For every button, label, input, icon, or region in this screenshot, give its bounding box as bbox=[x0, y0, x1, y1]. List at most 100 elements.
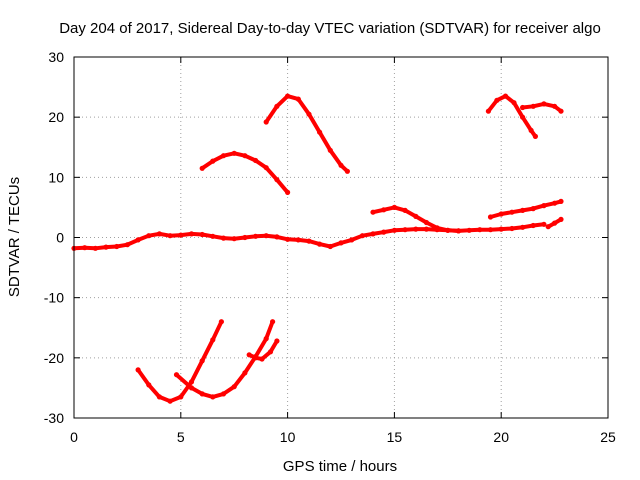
data-point bbox=[306, 238, 312, 244]
data-point bbox=[530, 206, 536, 212]
data-point bbox=[231, 384, 237, 390]
data-point bbox=[541, 203, 547, 209]
data-point bbox=[349, 237, 355, 243]
data-point bbox=[306, 111, 312, 117]
data-point bbox=[317, 241, 323, 247]
data-point bbox=[295, 96, 301, 102]
data-point bbox=[327, 243, 333, 250]
y-tick-label: 30 bbox=[48, 49, 64, 65]
data-point bbox=[530, 103, 536, 109]
data-point bbox=[156, 231, 162, 237]
data-point bbox=[558, 216, 564, 222]
y-tick-label: 20 bbox=[48, 109, 64, 125]
data-point bbox=[173, 372, 180, 378]
axis-ticks: 0 5 10 15 20 25 -30 -20 -10 0 10 20 30 bbox=[44, 49, 616, 445]
data-point bbox=[528, 127, 534, 133]
data-point bbox=[413, 226, 419, 232]
data-point bbox=[344, 168, 350, 174]
data-point bbox=[359, 233, 365, 239]
data-point bbox=[103, 244, 109, 250]
data-point bbox=[210, 394, 216, 400]
data-point bbox=[188, 385, 195, 391]
series-hook-8h bbox=[246, 338, 280, 362]
data-point bbox=[466, 227, 472, 233]
data-point bbox=[156, 394, 162, 400]
data-point bbox=[178, 394, 184, 400]
data-point bbox=[402, 207, 408, 213]
data-point bbox=[92, 245, 98, 251]
y-tick-label: -30 bbox=[44, 410, 64, 426]
data-point bbox=[455, 228, 462, 234]
data-point bbox=[498, 211, 504, 217]
data-point bbox=[520, 114, 526, 120]
x-tick-label: 5 bbox=[177, 429, 185, 445]
x-tick-label: 20 bbox=[493, 429, 509, 445]
data-point bbox=[199, 358, 205, 364]
series-plateau-22h bbox=[520, 101, 564, 114]
data-point bbox=[445, 227, 451, 233]
data-point bbox=[274, 338, 280, 344]
data-point bbox=[485, 108, 491, 114]
data-point bbox=[242, 234, 248, 241]
data-point bbox=[199, 231, 205, 238]
data-point bbox=[532, 133, 539, 139]
data-point bbox=[511, 100, 517, 106]
data-point bbox=[188, 231, 195, 237]
data-point bbox=[82, 245, 88, 251]
data-point bbox=[220, 153, 227, 159]
chart-title: Day 204 of 2017, Sidereal Day-to-day VTE… bbox=[59, 20, 601, 37]
data-point bbox=[199, 165, 205, 171]
data-point bbox=[423, 226, 429, 232]
series-bump-15h bbox=[370, 204, 462, 234]
data-point bbox=[167, 233, 173, 239]
data-point bbox=[167, 398, 173, 404]
x-tick-label: 10 bbox=[280, 429, 296, 445]
data-point bbox=[370, 209, 376, 215]
series-baseline bbox=[71, 221, 547, 251]
data-point bbox=[253, 233, 259, 239]
data-point bbox=[370, 231, 376, 237]
series-short-22h bbox=[545, 216, 564, 230]
data-point bbox=[274, 103, 280, 109]
series-arc-peak-20h bbox=[485, 93, 539, 139]
data-point bbox=[381, 229, 387, 235]
data-point bbox=[210, 158, 216, 164]
data-point bbox=[552, 200, 558, 206]
series-line bbox=[136, 319, 224, 404]
data-point bbox=[274, 234, 280, 240]
data-point bbox=[178, 232, 184, 238]
data-point bbox=[477, 227, 483, 233]
series-arc-peak-10h bbox=[263, 93, 350, 174]
x-axis-title: GPS time / hours bbox=[283, 458, 397, 475]
data-point bbox=[274, 177, 280, 183]
data-point bbox=[231, 150, 237, 156]
data-point bbox=[509, 209, 515, 215]
data-point bbox=[188, 379, 195, 385]
data-point bbox=[338, 240, 344, 246]
data-point bbox=[242, 153, 248, 159]
data-point bbox=[509, 225, 515, 232]
data-point bbox=[530, 222, 536, 229]
data-point bbox=[246, 352, 252, 358]
data-point bbox=[498, 226, 504, 232]
series-trough-5h bbox=[135, 319, 224, 404]
series-line bbox=[174, 319, 275, 399]
data-point bbox=[413, 213, 419, 219]
data-point bbox=[552, 220, 558, 226]
data-point bbox=[327, 147, 333, 153]
data-point bbox=[231, 236, 237, 242]
y-tick-label: 10 bbox=[48, 169, 64, 185]
x-tick-label: 25 bbox=[600, 429, 616, 445]
series-line bbox=[72, 222, 546, 251]
data-point bbox=[381, 207, 387, 213]
data-point bbox=[338, 162, 344, 168]
data-point bbox=[267, 349, 274, 355]
data-point bbox=[263, 233, 269, 239]
data-point bbox=[558, 108, 564, 114]
data-point bbox=[253, 157, 259, 164]
data-point bbox=[285, 189, 291, 195]
data-point bbox=[218, 319, 224, 325]
data-point bbox=[541, 221, 547, 227]
data-series bbox=[71, 93, 564, 404]
